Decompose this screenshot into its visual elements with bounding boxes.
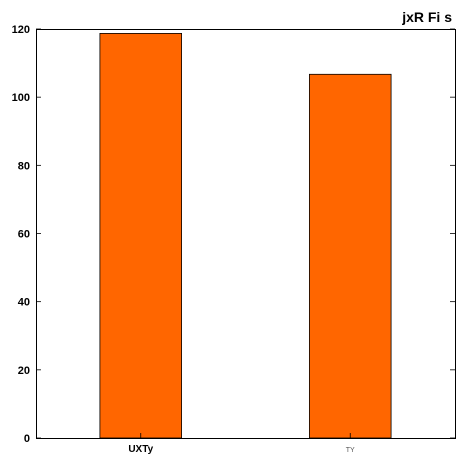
bar-ty [308, 73, 392, 439]
y-tick-label: 20 [18, 365, 30, 377]
y-tick-label: 0 [24, 433, 30, 445]
plot-frame [36, 29, 456, 439]
x-tick-label-uxty: UXTy [128, 444, 153, 455]
y-tick-label: 40 [18, 297, 30, 309]
y-axis: 0 20 40 60 80 100 120 [12, 24, 455, 445]
y-tick-label: 60 [18, 229, 30, 241]
y-tick-label: 120 [12, 24, 30, 36]
x-tick-label-ty: TY [346, 447, 355, 454]
y-tick-label: 80 [18, 160, 30, 172]
x-axis: UXTy TY [128, 433, 355, 455]
bars-group [99, 33, 392, 439]
chart-title: jxR Fi s [401, 9, 452, 25]
y-tick-label: 100 [12, 92, 30, 104]
bar-uxty [99, 33, 182, 439]
